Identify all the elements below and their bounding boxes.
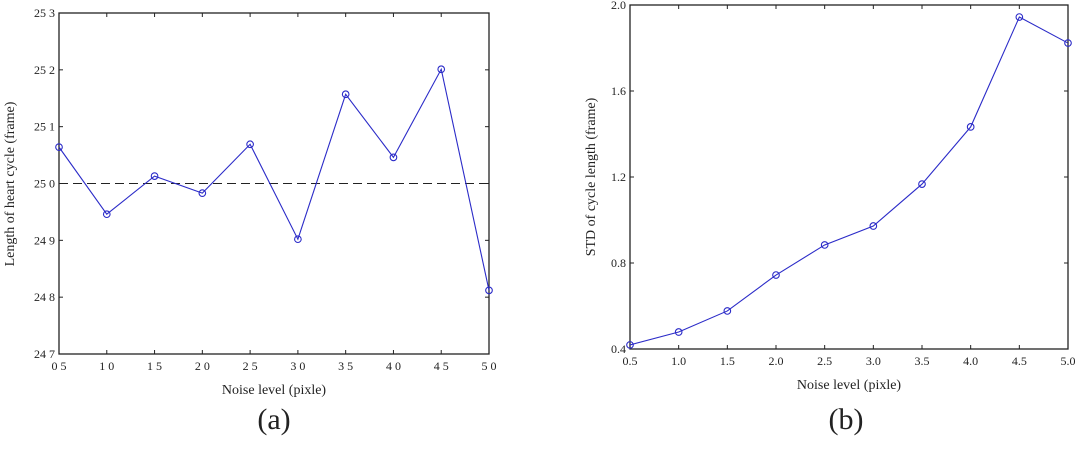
x-tick-label: 0 5 bbox=[52, 359, 67, 373]
caption-a: (a) bbox=[224, 403, 324, 437]
x-tick-label: 5 0 bbox=[482, 359, 497, 373]
tick-labels: 0.5 1.0 1.5 2.0 2.5 3.0 3.5 4.0 4.5 5.0 0.4 0.8 1.2 1… bbox=[611, 0, 1075, 368]
x-tick-label: 0.5 bbox=[623, 354, 638, 368]
x-tick-label: 3 0 bbox=[290, 359, 305, 373]
x-tick-label: 2 5 bbox=[243, 359, 258, 373]
tick-labels: 0 5 1 0 1 5 2 0 2 5 3 0 3 5 4 0 4 5 5 0 24 7 24 8 24… bbox=[34, 6, 497, 373]
x-tick-label: 2.5 bbox=[817, 354, 832, 368]
x-tick-label: 1.0 bbox=[671, 354, 686, 368]
x-axis-label: Noise level (pixle) bbox=[797, 378, 902, 393]
y-tick-label: 24 7 bbox=[34, 347, 55, 361]
data-series bbox=[627, 14, 1072, 348]
x-tick-label: 5.0 bbox=[1061, 354, 1075, 368]
chart-b-svg: STD of cycle length (frame) Noise level … bbox=[560, 0, 1075, 449]
y-tick-label: 24 9 bbox=[34, 233, 55, 247]
x-tick-label: 1.5 bbox=[720, 354, 735, 368]
y-tick-label: 25 2 bbox=[34, 63, 55, 77]
caption-b: (b) bbox=[796, 403, 896, 437]
y-tick-label: 0.8 bbox=[611, 256, 626, 270]
x-tick-label: 4 5 bbox=[434, 359, 449, 373]
series-line bbox=[630, 17, 1068, 345]
y-axis-label: STD of cycle length (frame) bbox=[584, 97, 599, 256]
x-tick-label: 1 0 bbox=[99, 359, 114, 373]
y-tick-label: 1.2 bbox=[611, 170, 626, 184]
y-tick-label: 1.6 bbox=[611, 84, 626, 98]
data-series bbox=[56, 66, 493, 294]
svg-text:Length of heart cycle (frame): Length of heart cycle (frame) bbox=[3, 101, 18, 266]
chart-panel-b: STD of cycle length (frame) Noise level … bbox=[560, 0, 1075, 449]
series-line bbox=[59, 69, 489, 290]
x-tick-label: 1 5 bbox=[147, 359, 162, 373]
svg-text:STD of cycle length (frame): STD of cycle length (frame) bbox=[584, 97, 599, 256]
x-tick-label: 2 0 bbox=[195, 359, 210, 373]
x-tick-label: 3.0 bbox=[866, 354, 881, 368]
x-tick-label: 4.5 bbox=[1012, 354, 1027, 368]
x-axis-label: Noise level (pixle) bbox=[222, 383, 327, 398]
x-tick-label: 4 0 bbox=[386, 359, 401, 373]
y-tick-label: 25 1 bbox=[34, 120, 55, 134]
x-tick-label: 4.0 bbox=[963, 354, 978, 368]
y-axis-label: Length of heart cycle (frame) bbox=[3, 101, 18, 266]
chart-panel-a: Length of heart cycle (frame) Noise leve… bbox=[0, 0, 520, 449]
chart-a-svg: Length of heart cycle (frame) Noise leve… bbox=[0, 0, 520, 449]
x-tick-label: 2.0 bbox=[769, 354, 784, 368]
y-tick-label: 24 8 bbox=[34, 290, 55, 304]
x-tick-label: 3.5 bbox=[915, 354, 930, 368]
y-tick-label: 0.4 bbox=[611, 342, 626, 356]
y-tick-label: 25 0 bbox=[34, 177, 55, 191]
y-tick-label: 25 3 bbox=[34, 6, 55, 20]
y-tick-label: 2.0 bbox=[611, 0, 626, 12]
x-tick-label: 3 5 bbox=[338, 359, 353, 373]
